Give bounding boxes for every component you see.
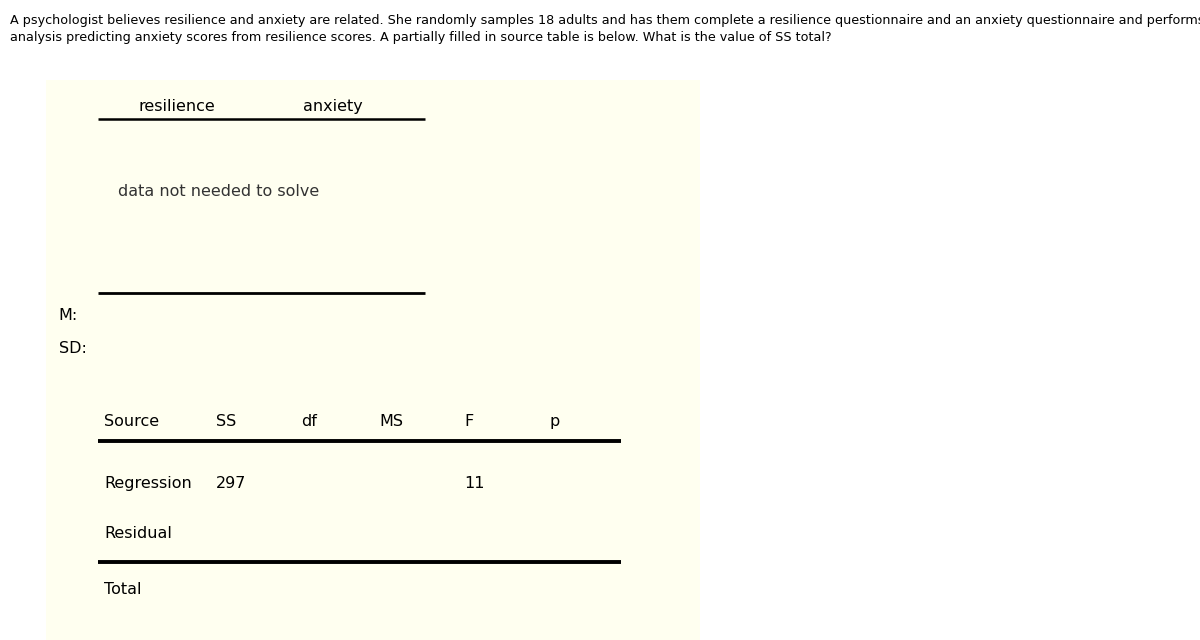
Text: A psychologist believes resilience and anxiety are related. She randomly samples: A psychologist believes resilience and a…: [10, 14, 1200, 27]
Text: Total: Total: [104, 582, 142, 597]
Text: Regression: Regression: [104, 476, 192, 491]
Text: MS: MS: [379, 414, 403, 429]
Text: M:: M:: [59, 308, 78, 323]
Text: SS: SS: [216, 414, 236, 429]
Text: 297: 297: [216, 476, 246, 491]
Text: p: p: [550, 414, 559, 429]
Text: Source: Source: [104, 414, 160, 429]
Text: F: F: [464, 414, 474, 429]
Text: SD:: SD:: [59, 341, 86, 356]
Text: data not needed to solve: data not needed to solve: [118, 184, 319, 200]
Text: anxiety: anxiety: [304, 99, 364, 113]
Text: resilience: resilience: [138, 99, 215, 113]
Text: analysis predicting anxiety scores from resilience scores. A partially filled in: analysis predicting anxiety scores from …: [10, 31, 832, 44]
Text: df: df: [301, 414, 317, 429]
Text: 11: 11: [464, 476, 485, 491]
Text: Residual: Residual: [104, 526, 173, 541]
